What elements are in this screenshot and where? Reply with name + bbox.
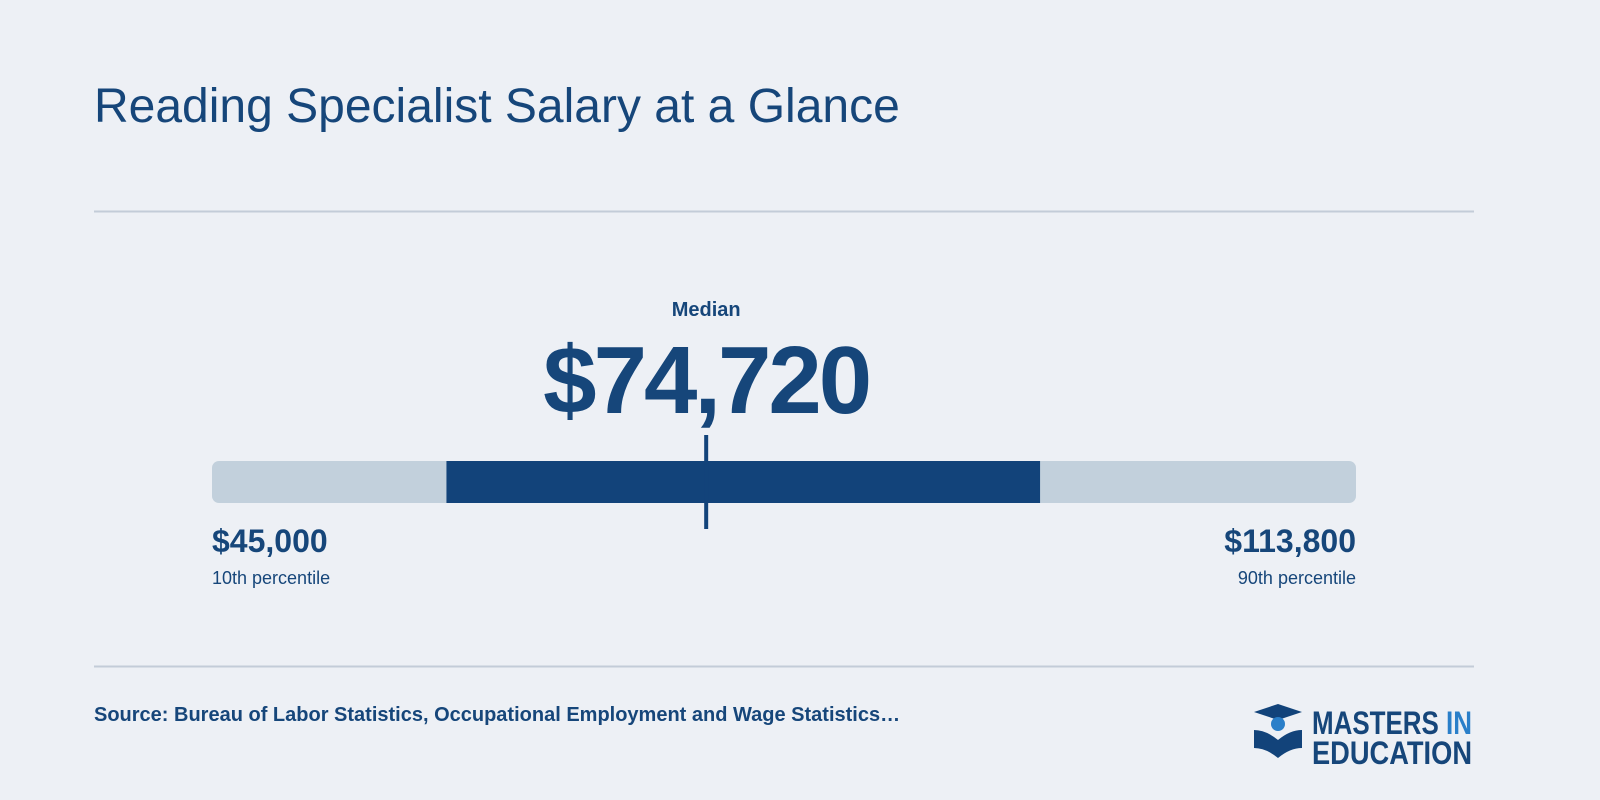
source: Source: Bureau of Labor Statistics, Occu…: [94, 704, 900, 726]
logo-head: [1271, 717, 1285, 731]
logo-word: IN: [1446, 705, 1472, 741]
logo: MASTERS IN EDUCATION: [1254, 704, 1472, 771]
middle-band: [446, 461, 1041, 503]
high-value: $113,800: [1224, 523, 1356, 559]
high-caption: 90th percentile: [1238, 568, 1356, 588]
logo-word: MASTERS: [1312, 705, 1439, 741]
low-value: $45,000: [212, 523, 328, 559]
logo-book: [1254, 730, 1302, 758]
logo-word: EDUCATION: [1312, 735, 1472, 771]
median-caption: Median: [672, 299, 741, 321]
median-value: $74,720: [543, 327, 869, 434]
logo-text: MASTERS IN: [1312, 705, 1472, 741]
title: Reading Specialist Salary at a Glance: [94, 80, 900, 133]
low-caption: 10th percentile: [212, 568, 330, 588]
logo-cap: [1254, 704, 1302, 720]
